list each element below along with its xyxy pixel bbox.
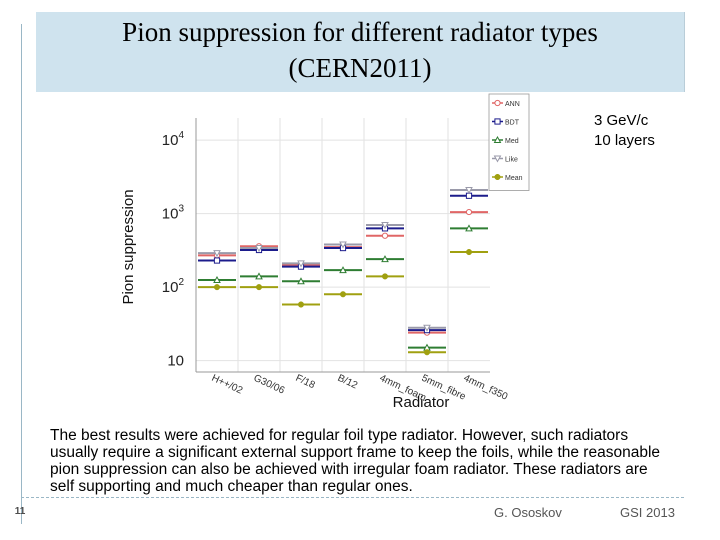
conclusion-text: The best results were achieved for regul… <box>50 427 661 495</box>
slide-number: 11 <box>14 506 26 517</box>
y-tick-label: 102 <box>162 277 185 296</box>
series-med-marker <box>255 272 263 280</box>
series-med-marker <box>339 266 347 274</box>
title-banner <box>36 12 685 92</box>
legend-marker-bdt <box>494 118 501 125</box>
x-tick-label: H++/02 <box>210 373 245 397</box>
y-tick-label: 103 <box>162 204 185 223</box>
series-mean-marker <box>213 284 221 291</box>
x-tick-label: G30/06 <box>252 373 287 397</box>
series-like-marker <box>339 241 347 249</box>
series-mean-marker <box>255 284 263 291</box>
layers-label: 10 layers <box>594 132 655 149</box>
legend-marker-med <box>493 135 502 143</box>
series-med-marker <box>297 277 305 285</box>
left-divider <box>21 24 22 524</box>
series-med-marker <box>465 224 473 232</box>
series-like <box>198 188 488 329</box>
legend-label: ANN <box>505 101 520 108</box>
x-tick-label: 4mm_f350 <box>462 373 510 403</box>
series-mean-marker <box>423 349 431 356</box>
series-bdt <box>198 194 488 332</box>
legend-marker-like <box>493 155 502 163</box>
legend-label: Like <box>505 157 518 164</box>
x-tick-label: B/12 <box>336 373 360 392</box>
momentum-label: 3 GeV/c <box>594 112 649 129</box>
legend-label: Mean <box>505 175 523 182</box>
y-tick-label: 104 <box>162 130 185 149</box>
slide-title: Pion suppression for different radiator … <box>36 14 684 86</box>
series-med-marker <box>381 255 389 263</box>
measurement-conditions: 3 GeV/c 10 layers <box>594 111 655 151</box>
series-like-marker <box>423 324 431 332</box>
series-like-marker <box>255 245 263 253</box>
series-mean-marker <box>465 249 473 256</box>
series-like-marker <box>213 250 221 258</box>
series-ann-marker <box>465 208 473 216</box>
legend-marker-ann <box>494 99 501 107</box>
series-like-marker <box>381 222 389 230</box>
legend-marker-mean <box>494 173 501 181</box>
y-axis-label: Pion suppression <box>120 189 137 304</box>
slide-title-line1: Pion suppression for different radiator … <box>122 17 598 47</box>
series-bdt-marker <box>213 257 221 264</box>
footer-divider <box>21 497 684 498</box>
series-like-marker <box>465 186 473 194</box>
legend-label: Med <box>505 138 519 145</box>
series-mean-marker <box>297 301 305 308</box>
series-med-marker <box>213 275 221 283</box>
x-axis-label: Radiator <box>393 394 450 411</box>
series-mean-marker <box>339 291 347 298</box>
legend-label: BDT <box>505 120 520 127</box>
y-tick-label: 10 <box>167 353 184 370</box>
series-ann-marker <box>381 232 389 239</box>
series-mean-marker <box>381 273 389 280</box>
footer-author: G. Ososkov <box>494 505 562 520</box>
series-like-marker <box>297 260 305 268</box>
slide-title-line2: (CERN2011) <box>288 53 432 83</box>
x-tick-label: F/18 <box>294 373 317 392</box>
footer-event: GSI 2013 <box>620 505 675 520</box>
